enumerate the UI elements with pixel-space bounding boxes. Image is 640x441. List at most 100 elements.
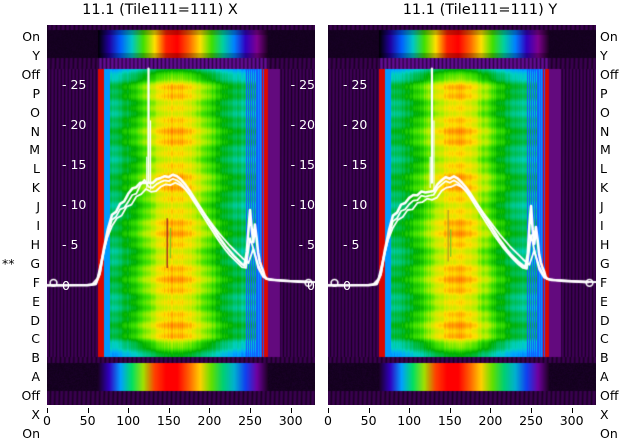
category-label: I: [36, 218, 40, 233]
panel-y-title: 11.1 (Tile111=111) Y: [402, 2, 558, 18]
x-tick-label: 300: [278, 413, 303, 428]
x-tick-mark: [290, 408, 292, 413]
x-tick-label: 150: [437, 413, 462, 428]
x-tick-mark: [449, 408, 451, 413]
spectrogram-y: [328, 25, 596, 405]
y-tick-label: - 5: [298, 237, 315, 253]
x-tick-label: 300: [559, 413, 584, 428]
x-tick-label: 200: [478, 413, 503, 428]
category-label: Y: [32, 47, 40, 63]
category-label: On: [600, 425, 618, 441]
x-tick-label: 100: [397, 413, 422, 428]
category-label: P: [600, 85, 608, 101]
y-tick-label: - 15: [343, 157, 368, 173]
x-tick-mark: [87, 408, 89, 413]
category-label: L: [33, 161, 40, 177]
category-label: H: [30, 236, 40, 252]
x-tick-label: 100: [116, 413, 141, 428]
y-tick-label: - 10: [290, 197, 315, 213]
category-label: N: [600, 123, 610, 139]
x-tick-mark: [47, 408, 48, 413]
spectrogram-x: [47, 25, 315, 405]
x-tick-label: 250: [238, 413, 262, 428]
category-axis-left: On Y Off P O N M L K J I H G ** F E D C B A Off X On: [0, 0, 46, 440]
category-label: K: [31, 180, 40, 196]
x-tick-mark: [328, 408, 329, 413]
x-axis-left-panel: 0 50 100 150 200 250 300: [43, 408, 315, 438]
x-tick-label: 150: [156, 413, 181, 428]
x-axis-right-panel: 0 50 100 150 200 250 300: [324, 408, 596, 438]
y-tick-label: - 5: [343, 237, 360, 253]
category-label: C: [600, 331, 609, 347]
x-tick-mark: [368, 408, 370, 413]
y-tick-label: - 25: [343, 76, 368, 92]
category-label: N: [30, 123, 40, 139]
x-tick-mark: [250, 408, 252, 413]
category-label: P: [32, 85, 40, 101]
y-tick-label: - 20: [343, 116, 368, 132]
category-label: Off: [21, 66, 40, 82]
category-label: D: [600, 312, 610, 328]
category-label: E: [32, 293, 40, 309]
x-tick-mark: [531, 408, 533, 413]
category-label: D: [30, 312, 40, 328]
category-label: A: [600, 369, 609, 385]
category-label: X: [31, 407, 40, 422]
y-tick-label: - 20: [62, 116, 87, 132]
category-label: B: [31, 350, 40, 366]
category-label: Off: [21, 388, 40, 404]
x-tick-label: 0: [324, 413, 332, 428]
star-marker: **: [2, 255, 15, 271]
y-tick-label: 0: [62, 277, 70, 293]
x-tick-mark: [128, 408, 130, 413]
x-tick-mark: [168, 408, 170, 413]
category-label: G: [30, 255, 40, 271]
category-label: G: [600, 255, 610, 271]
category-label: F: [600, 274, 608, 290]
category-label: On: [22, 29, 40, 44]
x-tick-mark: [409, 408, 411, 413]
y-tick-label: - 15: [290, 157, 315, 173]
x-tick-mark: [490, 408, 492, 413]
category-label: E: [600, 293, 608, 309]
x-tick-label: 50: [79, 413, 96, 428]
category-label: K: [600, 180, 609, 196]
y-tick-label: - 20: [290, 116, 315, 132]
y-tick-label: - 5: [62, 237, 79, 253]
category-label: Off: [600, 66, 619, 82]
category-label: Y: [600, 47, 608, 63]
x-tick-label: 0: [43, 413, 51, 428]
category-label: C: [31, 331, 40, 347]
category-label: On: [600, 29, 618, 44]
category-label: On: [22, 425, 40, 441]
x-tick-label: 50: [360, 413, 377, 428]
category-label: J: [36, 199, 40, 215]
category-label: H: [600, 236, 610, 252]
y-tick-label: - 10: [62, 197, 87, 213]
category-label: I: [600, 218, 604, 233]
y-tick-label: 0: [307, 277, 315, 293]
x-tick-label: 250: [519, 413, 543, 428]
y-tick-label: - 25: [290, 76, 315, 92]
y-tick-label: - 25: [62, 76, 87, 92]
category-label: O: [600, 104, 610, 120]
category-label: J: [600, 199, 604, 215]
category-label: B: [600, 350, 609, 366]
category-label: O: [30, 104, 40, 120]
y-tick-label: - 15: [62, 157, 87, 173]
category-axis-right: On Y Off P O N M L K J I H G F E D C B A Off X On: [594, 0, 640, 440]
x-tick-label: 200: [197, 413, 222, 428]
category-label: M: [29, 142, 40, 158]
category-label: F: [32, 274, 40, 290]
category-label: L: [600, 161, 607, 177]
y-tick-label: 0: [343, 277, 351, 293]
category-label: X: [600, 407, 609, 422]
y-tick-label: - 10: [343, 197, 368, 213]
category-label: M: [600, 142, 611, 158]
panel-x-title: 11.1 (Tile111=111) X: [82, 2, 238, 18]
x-tick-mark: [571, 408, 573, 413]
category-label: Off: [600, 388, 619, 404]
panel-x: 11.1 (Tile111=111) X: [0, 0, 320, 440]
panel-y: 11.1 (Tile111=111) Y: [320, 0, 640, 440]
